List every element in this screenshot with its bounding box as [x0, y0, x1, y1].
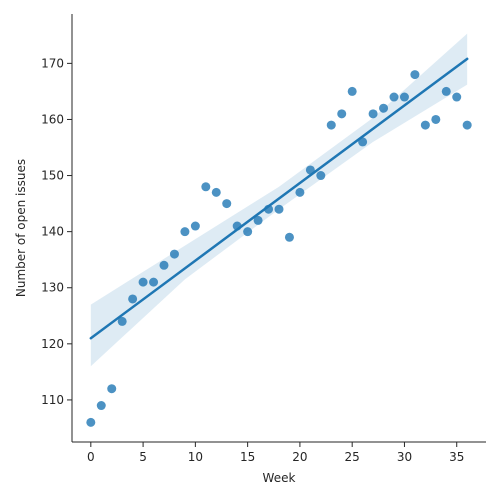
- data-point: [368, 109, 378, 119]
- data-point: [180, 227, 190, 237]
- data-point: [128, 294, 138, 304]
- x-tick-label: 10: [188, 450, 203, 464]
- x-tick-label: 20: [292, 450, 307, 464]
- x-tick-label: 35: [449, 450, 464, 464]
- data-point: [107, 384, 117, 394]
- plot-area: [86, 33, 472, 427]
- y-tick-label: 160: [41, 112, 64, 126]
- data-point: [149, 277, 159, 287]
- data-point: [159, 260, 169, 270]
- y-tick-label: 170: [41, 56, 64, 70]
- x-tick-label: 5: [139, 450, 147, 464]
- regression-line: [89, 57, 469, 340]
- data-point: [399, 92, 409, 102]
- data-point: [462, 120, 472, 130]
- data-point: [190, 221, 200, 231]
- data-point: [138, 277, 148, 287]
- x-axis-label: Week: [263, 471, 296, 485]
- x-ticks: 0 5 10 15 20 25 30 35: [87, 442, 464, 464]
- data-point: [295, 187, 305, 197]
- y-tick-label: 120: [41, 337, 64, 351]
- data-point: [410, 70, 420, 80]
- data-point: [431, 114, 441, 124]
- data-point: [441, 86, 451, 96]
- data-point: [169, 249, 179, 259]
- data-point: [347, 86, 357, 96]
- data-point: [96, 401, 106, 411]
- data-point: [222, 199, 232, 209]
- data-point: [337, 109, 347, 119]
- data-point: [379, 103, 389, 113]
- data-point: [274, 204, 284, 214]
- x-tick-label: 30: [397, 450, 412, 464]
- data-point: [389, 92, 399, 102]
- x-tick-label: 0: [87, 450, 95, 464]
- y-tick-label: 110: [41, 393, 64, 407]
- data-point: [326, 120, 336, 130]
- y-tick-label: 150: [41, 169, 64, 183]
- data-point: [117, 316, 127, 326]
- x-tick-label: 25: [345, 450, 360, 464]
- data-point: [316, 171, 326, 181]
- y-ticks: 110 120 130 140 150 160 170: [41, 56, 72, 407]
- data-point: [211, 187, 221, 197]
- y-tick-label: 140: [41, 225, 64, 239]
- y-tick-label: 130: [41, 281, 64, 295]
- data-point: [253, 215, 263, 225]
- x-tick-label: 15: [240, 450, 255, 464]
- y-axis-label: Number of open issues: [14, 159, 28, 297]
- data-point: [420, 120, 430, 130]
- data-point: [243, 227, 253, 237]
- data-point: [201, 182, 211, 192]
- data-point: [86, 417, 96, 427]
- data-point: [452, 92, 462, 102]
- data-point: [284, 232, 294, 242]
